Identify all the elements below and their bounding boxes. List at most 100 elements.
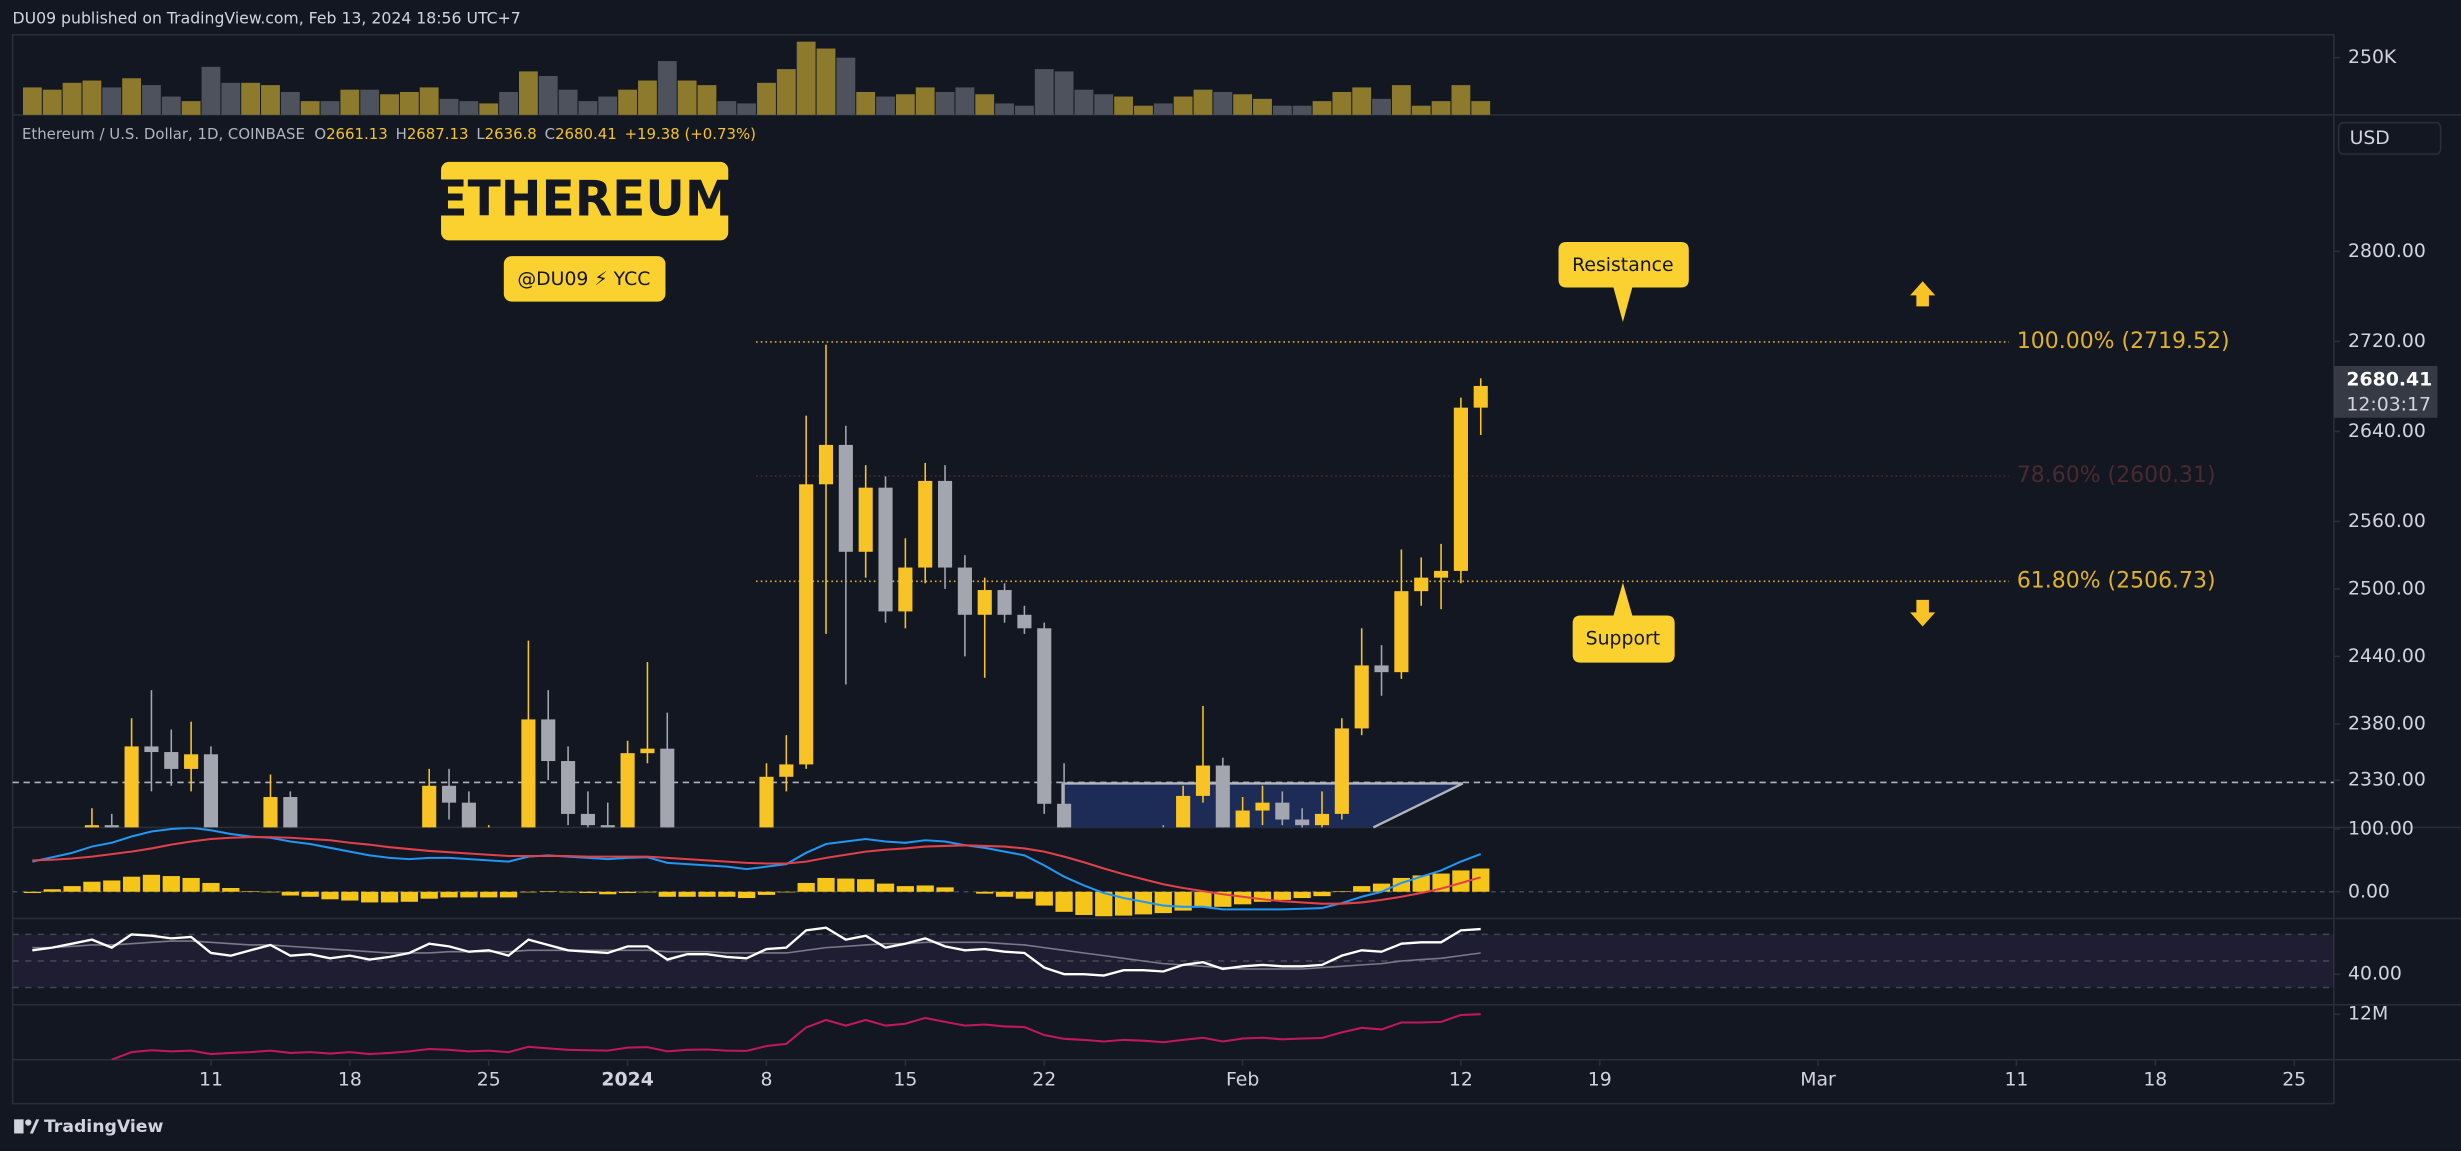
legend-key: H: [396, 125, 407, 143]
candle-body: [1334, 728, 1349, 814]
candle-body: [878, 487, 893, 612]
macd-hist: [638, 891, 657, 893]
price-pane: [12, 341, 2334, 828]
macd-hist: [1095, 891, 1113, 917]
y-tick-label: 2440.00: [2348, 646, 2426, 667]
macd-hist: [321, 891, 339, 900]
macd-hist: [83, 881, 101, 892]
x-tick-label: 25: [2282, 1070, 2306, 1091]
legend-value: 2661.13: [326, 125, 388, 143]
y-tick-label: 2380.00: [2348, 713, 2426, 734]
macd-hist: [202, 882, 220, 892]
legend-symbol: Ethereum / U.S. Dollar, 1D, COINBASE: [22, 125, 305, 143]
legend-value: 2687.13: [407, 125, 469, 143]
x-tick-label: 18: [2143, 1070, 2167, 1091]
badge-title: ETHEREUM: [434, 172, 733, 228]
volume-bar: [340, 89, 360, 115]
volume-bar: [1451, 85, 1471, 115]
volume-bar: [360, 89, 380, 115]
volume-bar: [598, 96, 618, 115]
candle-body: [898, 567, 913, 612]
volume-bar: [1074, 89, 1094, 115]
candle-body: [104, 825, 119, 828]
legend-value: 2636.8: [485, 125, 537, 143]
macd-hist: [23, 891, 42, 894]
macd-hist: [1472, 868, 1490, 892]
candle-body: [838, 444, 853, 552]
macd-hist: [341, 891, 359, 901]
macd-tick-label: 100.00: [2348, 818, 2414, 839]
macd-hist: [618, 891, 637, 894]
volume-bar: [439, 98, 459, 115]
badge-subtitle: @DU09 ⚡ YCC: [517, 269, 650, 290]
volume-bar: [1094, 94, 1114, 115]
currency[interactable]: USD: [2350, 128, 2390, 149]
macd-hist: [539, 891, 557, 892]
volume-bar: [895, 94, 915, 115]
volume-bar: [221, 82, 241, 115]
legend-change: +19.38 (+0.73%): [625, 125, 756, 143]
fib-label: 100.00% (2719.52): [2017, 329, 2230, 354]
macd-hist: [122, 876, 141, 892]
candle-body: [1414, 577, 1429, 592]
candle-body: [461, 802, 476, 828]
candle-body: [918, 480, 933, 568]
volume-bar: [241, 82, 261, 115]
legend-key: O: [314, 125, 326, 143]
macd-hist: [261, 891, 280, 893]
footer-logo: [14, 1119, 40, 1134]
candle-body: [600, 825, 615, 828]
candle-body: [818, 444, 834, 485]
macd-line: [32, 836, 1481, 905]
y-tick-label: 2640.00: [2348, 421, 2426, 442]
arrow-up: [1910, 281, 1936, 307]
fib-label: 61.80% (2506.73): [2017, 568, 2216, 593]
macd-hist: [499, 891, 518, 898]
candle-body: [1314, 813, 1330, 826]
volume-bar: [82, 80, 102, 115]
candle-body: [858, 487, 873, 552]
volume-bar: [975, 94, 995, 115]
volume-tick-label: 250K: [2348, 47, 2397, 68]
volume-bar: [280, 91, 300, 115]
currency-box[interactable]: [2337, 121, 2442, 155]
volume-bar: [1173, 96, 1193, 115]
volume-bar: [657, 61, 677, 115]
volume-bar: [102, 87, 122, 115]
rsi-pane: [12, 926, 2334, 989]
candle-body: [1394, 591, 1409, 673]
candle-body: [660, 748, 675, 828]
volume-bar: [261, 85, 280, 115]
macd-hist: [896, 886, 915, 892]
y-tick-label: 2720.00: [2348, 331, 2426, 352]
macd-hist: [1015, 891, 1034, 899]
candle-body: [283, 797, 298, 828]
volume-bar: [1114, 96, 1134, 115]
volume-bar: [380, 94, 399, 115]
candle-body: [184, 754, 199, 769]
macd-hist: [1035, 891, 1053, 906]
price-tag: [2333, 365, 2438, 418]
macd-hist: [1075, 891, 1093, 915]
macd-hist: [1372, 883, 1391, 892]
candle-body: [541, 719, 556, 762]
volume-bar: [459, 101, 479, 115]
volume-bar: [181, 101, 201, 115]
volume-bar: [419, 87, 439, 115]
macd-hist: [43, 889, 61, 892]
macd-hist: [400, 891, 418, 902]
candle-body: [1354, 665, 1369, 729]
fib-label: 78.60% (2600.31): [2017, 463, 2216, 488]
macd-hist: [182, 877, 200, 892]
annotation: Support: [1586, 629, 1660, 650]
macd-hist: [837, 878, 855, 892]
rsi-tick-label: 40.00: [2348, 964, 2402, 985]
macd-hist: [876, 883, 895, 892]
candle-body: [422, 785, 437, 828]
badge: [441, 161, 729, 241]
rsi-line: [32, 926, 1481, 977]
macd-hist: [1353, 886, 1371, 892]
volume-bar: [22, 87, 42, 115]
badge: [503, 256, 666, 302]
callout: [1558, 241, 1689, 323]
